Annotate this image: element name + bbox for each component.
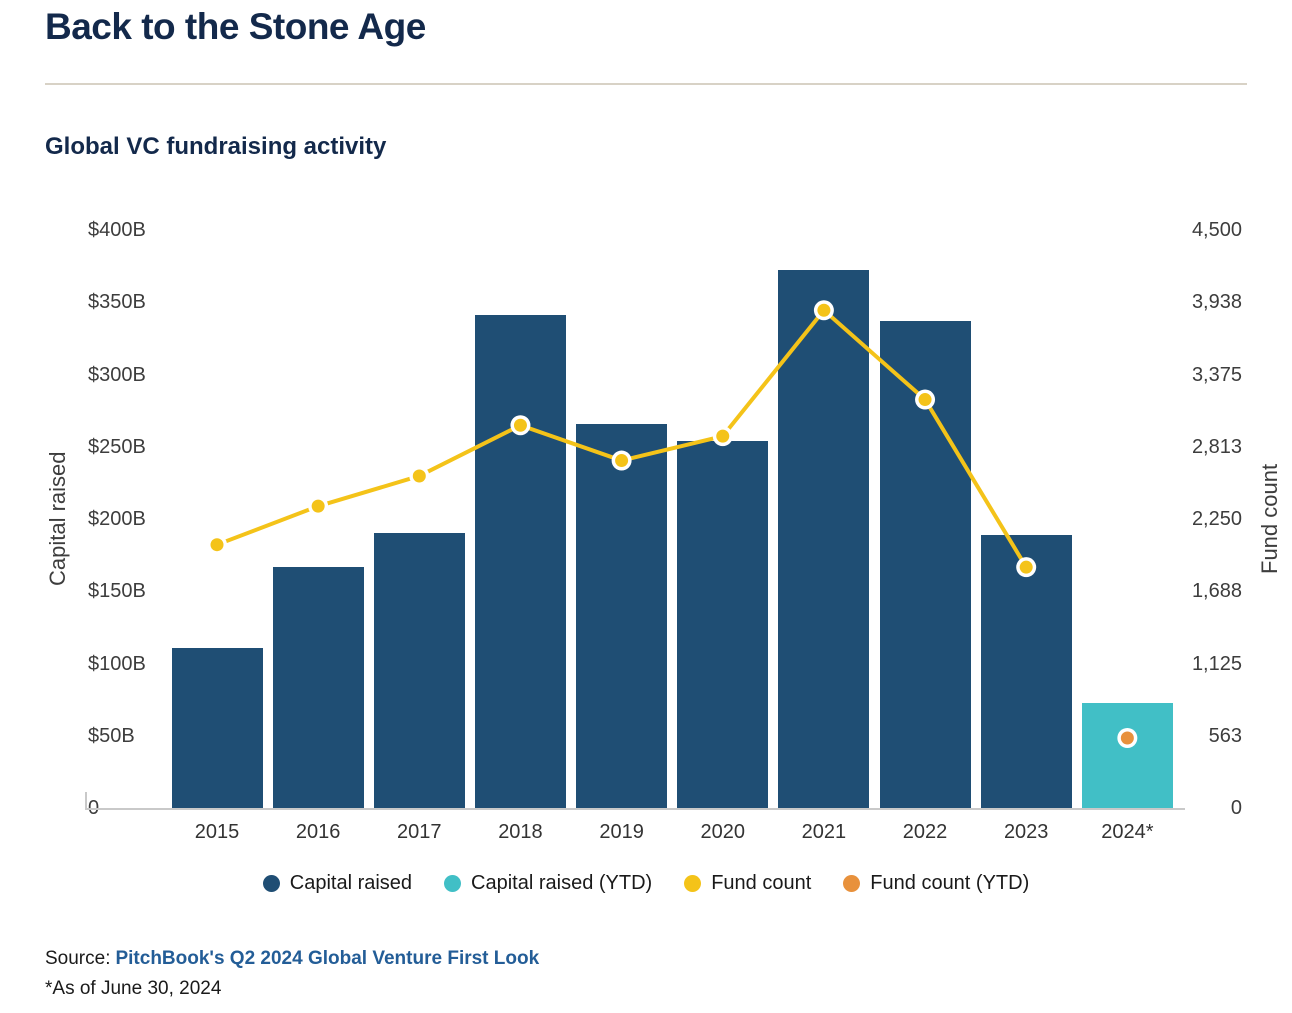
legend-item-fund-count-ytd: Fund count (YTD) xyxy=(843,872,1029,895)
x-axis-label: 2019 xyxy=(599,821,644,843)
bar-2017 xyxy=(373,533,465,808)
left-axis-tick: $200B xyxy=(88,508,146,530)
right-axis-tick: 1,688 xyxy=(1191,580,1242,603)
bar-2024 xyxy=(1081,702,1173,808)
x-axis-label: 2017 xyxy=(397,821,442,843)
left-axis-tick: $400B xyxy=(88,219,146,241)
chart-title: Global VC fundraising activity xyxy=(45,133,387,160)
left-axis-tick: $300B xyxy=(88,363,146,386)
right-axis-tick: 3,375 xyxy=(1191,363,1242,386)
bar-2015 xyxy=(171,647,263,808)
page-title: Back to the Stone Age xyxy=(45,6,426,47)
bar-2020 xyxy=(677,440,769,808)
x-axis-label: 2015 xyxy=(194,821,240,843)
source-label: Source: xyxy=(45,948,111,969)
left-axis-tick: $150B xyxy=(88,580,146,603)
right-axis-tick: 563 xyxy=(1208,724,1242,747)
vc-fundraising-chart: Capital raised Fund count $400B $350B $300… xyxy=(0,195,1292,860)
x-axis-line xyxy=(85,808,1185,810)
right-axis-title: Fund count xyxy=(1257,463,1282,575)
legend-item-capital-raised: Capital raised xyxy=(262,872,413,895)
legend-dot-capital-raised-ytd xyxy=(444,875,462,892)
right-axis-tick: 0 xyxy=(1230,797,1242,819)
x-axis-label: 2023 xyxy=(1003,821,1049,843)
bar-2023 xyxy=(980,534,1072,808)
right-axis-tick: 1,125 xyxy=(1191,652,1242,675)
data-point-ring xyxy=(308,496,329,517)
legend-item-fund-count: Fund count xyxy=(684,872,811,895)
footnote: *As of June 30, 2024 xyxy=(45,978,222,999)
data-point-ring xyxy=(207,534,227,555)
left-axis-tick: $350B xyxy=(88,291,146,314)
bar-2021 xyxy=(778,270,870,808)
left-axis-title: Capital raised xyxy=(45,451,70,587)
bar-2022 xyxy=(879,321,971,808)
legend-dot-fund-count-ytd xyxy=(843,875,861,892)
legend-label: Capital raised xyxy=(289,872,413,894)
right-axis-tick: 4,500 xyxy=(1191,219,1242,241)
x-axis-label: 2021 xyxy=(801,821,847,843)
left-axis-tick: $100B xyxy=(88,652,146,675)
data-point xyxy=(210,538,224,552)
legend-item-capital-raised-ytd: Capital raised (YTD) xyxy=(444,872,652,895)
left-axis-tick: $250B xyxy=(88,435,146,458)
y-axis-origin-tick xyxy=(85,792,87,808)
data-point xyxy=(412,469,426,483)
x-axis-label: 2016 xyxy=(295,821,341,843)
x-axis-label: 2024* xyxy=(1101,821,1154,843)
right-axis-tick: 3,938 xyxy=(1191,291,1242,314)
bar-2018 xyxy=(474,315,566,808)
legend-label: Capital raised (YTD) xyxy=(471,872,653,894)
data-point-ring xyxy=(409,465,430,486)
x-axis-label: 2022 xyxy=(902,821,948,843)
left-axis-tick: $50B xyxy=(88,724,135,747)
bar-2016 xyxy=(272,566,364,808)
legend-label: Fund count xyxy=(711,872,812,894)
data-point xyxy=(311,499,325,513)
bar-2019 xyxy=(576,423,668,808)
right-axis-tick: 2,813 xyxy=(1191,435,1242,458)
right-axis-tick: 2,250 xyxy=(1191,508,1242,530)
source-line: Source: PitchBook's Q2 2024 Global Ventur… xyxy=(45,948,539,970)
legend-dot-fund-count xyxy=(684,875,702,892)
source-link[interactable]: PitchBook's Q2 2024 Global Venture First… xyxy=(115,948,540,969)
divider xyxy=(45,83,1247,85)
x-axis-label: 2018 xyxy=(498,821,543,843)
legend-dot-capital-raised xyxy=(262,875,280,892)
legend-label: Fund count (YTD) xyxy=(870,872,1030,894)
x-axis-label: 2020 xyxy=(700,821,746,843)
legend: Capital raised Capital raised (YTD) Fund c… xyxy=(0,872,1292,895)
